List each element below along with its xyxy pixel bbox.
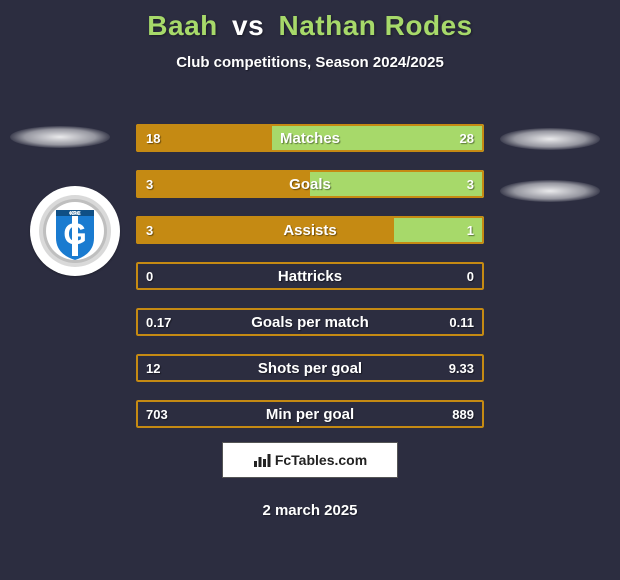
stat-row: Matches1828 [136,124,484,152]
stat-value-left: 0 [146,262,153,290]
bar-border [136,308,484,336]
stat-row: Assists31 [136,216,484,244]
stat-row: Min per goal703 889 [136,400,484,428]
bar-border [136,400,484,428]
club-crest-genk: KRC G GENK [30,186,120,276]
bar-fill-left [136,124,272,152]
crest-letter: G [63,218,86,251]
bar-fill-left [136,216,394,244]
stat-row: Shots per goal12 9.33 [136,354,484,382]
stat-value-right: 889 [452,400,474,428]
vs-label: vs [232,10,264,41]
avatar-shadow-right-2 [500,180,600,202]
svg-text:GENK: GENK [69,211,81,216]
comparison-card: Baah vs Nathan Rodes Club competitions, … [0,0,620,580]
player2-name: Nathan Rodes [278,10,472,41]
stat-label: Goals per match [136,308,484,336]
bar-fill-right [272,124,484,152]
stat-row: Goals33 [136,170,484,198]
stat-label: Hattricks [136,262,484,290]
stat-label: Min per goal [136,400,484,428]
bar-fill-right [310,170,484,198]
stat-value-left: 12 [146,354,160,382]
stats-bars: Matches1828 Goals33 Assists31 Hattricks0 0 Go… [136,124,484,446]
bar-fill-left [136,170,310,198]
bar-chart-icon [253,452,271,468]
stat-row: Hattricks0 0 [136,262,484,290]
branding-badge: FcTables.com [222,442,398,478]
stat-value-right: 0 [467,262,474,290]
player1-name: Baah [147,10,217,41]
avatar-shadow-left [10,126,110,148]
branding-text: FcTables.com [275,452,367,468]
bar-border [136,262,484,290]
avatar-shadow-right-1 [500,128,600,150]
stat-label: Shots per goal [136,354,484,382]
subtitle: Club competitions, Season 2024/2025 [0,54,620,71]
stat-row: Goals per match0.17 0.11 [136,308,484,336]
shield-icon: KRC G GENK [38,194,112,268]
title: Baah vs Nathan Rodes [0,0,620,42]
stat-value-right: 9.33 [449,354,474,382]
date-label: 2 march 2025 [0,502,620,519]
stat-value-left: 703 [146,400,168,428]
stat-value-right: 0.11 [449,308,474,336]
stat-value-left: 0.17 [146,308,171,336]
bar-border [136,354,484,382]
bar-fill-right [394,216,484,244]
